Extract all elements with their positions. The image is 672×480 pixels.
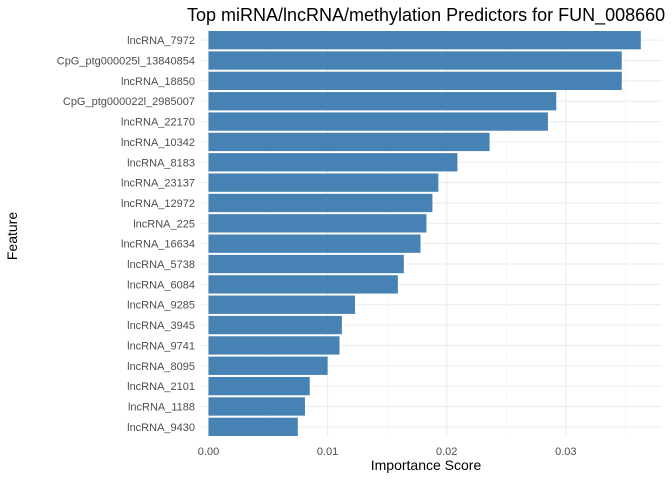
bar (208, 376, 310, 396)
bar (208, 51, 622, 70)
bar (208, 193, 433, 213)
bar (208, 153, 458, 172)
y-tick-label: lncRNA_22170 (121, 117, 195, 129)
y-tick-label: lncRNA_8095 (127, 361, 195, 373)
bar (208, 356, 328, 375)
bar (208, 112, 548, 131)
bar (208, 92, 557, 111)
bar (208, 254, 404, 274)
y-tick-label: lncRNA_225 (133, 218, 195, 230)
y-tick-label: lncRNA_1188 (128, 401, 195, 413)
bars (208, 31, 641, 436)
y-tick-label: lncRNA_8183 (127, 157, 195, 169)
y-tick-label: lncRNA_5738 (127, 259, 195, 271)
bar (208, 315, 342, 335)
bar (208, 31, 641, 50)
bar (208, 71, 622, 91)
y-tick-label: lncRNA_2101 (127, 381, 195, 393)
y-tick-label: lncRNA_18850 (121, 76, 195, 88)
bar (208, 173, 439, 192)
bar (208, 295, 355, 314)
y-tick-label: lncRNA_9285 (127, 300, 195, 312)
x-tick-label: 0.00 (198, 446, 219, 458)
y-tick-label: lncRNA_9741 (127, 340, 195, 352)
x-tick-label: 0.03 (555, 446, 576, 458)
y-tick-label: lncRNA_9430 (127, 422, 195, 434)
y-tick-label: lncRNA_10342 (121, 137, 195, 149)
y-tick-label: lncRNA_12972 (121, 198, 195, 210)
y-tick-label: CpG_ptg000025l_13840854 (57, 56, 195, 68)
y-tick-label: lncRNA_3945 (127, 320, 195, 332)
bar (208, 214, 427, 233)
bar (208, 132, 490, 152)
y-tick-label: lncRNA_23137 (121, 178, 195, 190)
y-tick-label: lncRNA_7972 (127, 35, 195, 47)
y-tick-label: CpG_ptg000022l_2985007 (63, 96, 195, 108)
bar (208, 417, 298, 436)
y-tick-label: lncRNA_16634 (121, 239, 195, 251)
chart-title: Top miRNA/lncRNA/methylation Predictors … (187, 5, 665, 26)
y-axis-title: Feature (4, 212, 20, 260)
bar (208, 336, 340, 355)
grid-lines (201, 30, 662, 437)
bar (208, 397, 305, 416)
x-axis-title: Importance Score (371, 457, 482, 473)
x-tick-label: 0.02 (436, 446, 457, 458)
x-tick-labels: 0.00 0.01 0.02 0.03 (198, 446, 577, 458)
bar (208, 275, 398, 294)
y-tick-labels: lncRNA_7972 CpG_ptg000025l_13840854 lncRNA… (57, 35, 195, 434)
bar (208, 234, 421, 253)
y-tick-label: lncRNA_6084 (127, 279, 195, 291)
x-tick-label: 0.01 (317, 446, 338, 458)
